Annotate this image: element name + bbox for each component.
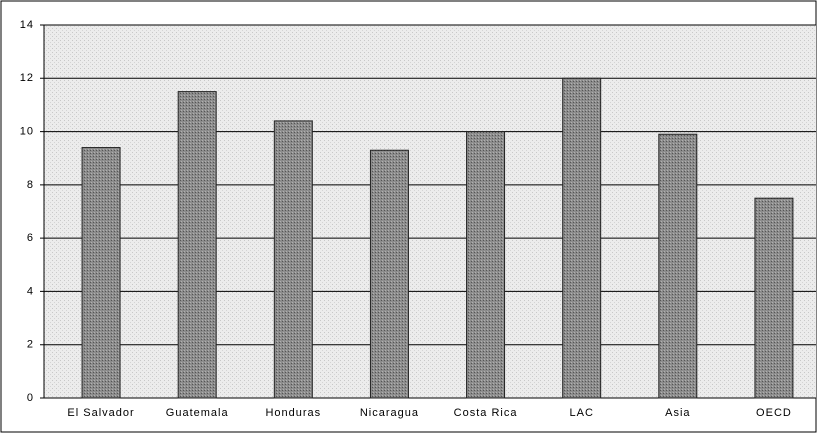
x-tick-label: Guatemala xyxy=(166,407,229,419)
y-tick-label: 6 xyxy=(27,232,34,244)
x-tick-label: Costa Rica xyxy=(454,407,518,419)
plot-area xyxy=(44,25,816,398)
x-tick-label: Nicaragua xyxy=(360,407,419,419)
x-tick-label: El Salvador xyxy=(67,407,134,419)
x-tick-label: Honduras xyxy=(265,407,321,419)
bar xyxy=(369,149,409,399)
x-tick-label: Asia xyxy=(665,407,690,419)
y-tick-label: 2 xyxy=(27,339,34,351)
y-tick-label: 12 xyxy=(20,72,34,84)
y-tick-label: 4 xyxy=(27,285,34,297)
bar xyxy=(177,91,217,399)
bar xyxy=(754,197,794,399)
y-tick-label: 14 xyxy=(20,19,34,31)
y-tick-label: 8 xyxy=(27,179,34,191)
bar xyxy=(273,120,313,399)
bar xyxy=(658,133,698,399)
y-tick-label: 0 xyxy=(27,392,34,404)
x-tick-label: LAC xyxy=(569,407,593,419)
y-tick-label: 10 xyxy=(20,125,34,137)
bar xyxy=(562,77,602,399)
bar xyxy=(81,147,121,399)
x-tick-label: OECD xyxy=(756,407,792,419)
bar xyxy=(466,131,506,399)
